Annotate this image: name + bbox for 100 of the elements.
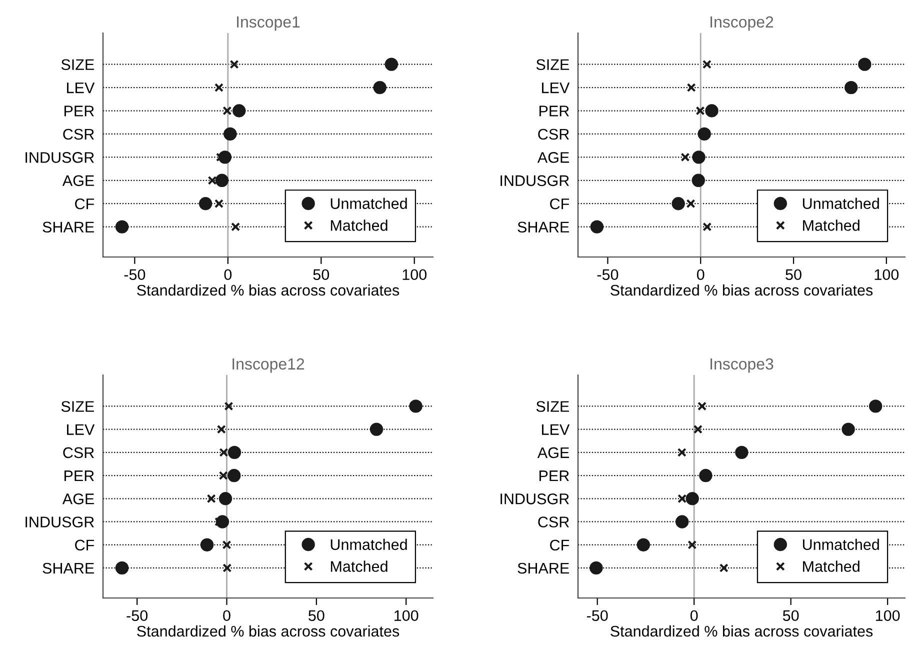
point [677, 448, 686, 457]
y-tick-label: SHARE [42, 562, 94, 574]
legend-label: Unmatched [802, 538, 879, 550]
y-tick-label: CSR [63, 447, 94, 458]
y-tick-label: AGE [537, 447, 570, 458]
point [224, 127, 237, 141]
y-tick-label: PER [64, 106, 94, 116]
x-tick-label: 100 [874, 269, 899, 280]
x-tick-label: 0 [696, 269, 704, 280]
point [214, 199, 224, 208]
legend-label: Matched [803, 560, 860, 572]
x-axis-title: Standardized % bias across covariates [137, 625, 400, 637]
x-tick-label: 100 [876, 610, 900, 622]
y-tick-label: INDUSGR [500, 494, 569, 504]
legend-label: Unmatched [330, 538, 407, 550]
point [699, 468, 712, 482]
y-tick-label: PER [540, 106, 569, 116]
point [224, 402, 234, 411]
point [198, 197, 212, 210]
y-tick-label: SHARE [518, 222, 570, 233]
y-tick-label: CSR [538, 128, 569, 140]
y-tick-label: INDUSGR [500, 175, 569, 186]
point [680, 152, 690, 162]
x-tick-label: 100 [402, 269, 427, 280]
point [218, 492, 232, 506]
y-tick-label: SIZE [536, 401, 570, 412]
y-tick-label: SHARE [518, 562, 570, 574]
point [686, 83, 696, 92]
x-tick-label: 0 [223, 610, 230, 622]
point [231, 222, 240, 232]
legend-label: Unmatched [330, 198, 407, 209]
x-tick-label: -50 [124, 269, 146, 280]
y-tick-label: INDUSGR [26, 152, 94, 163]
point [692, 174, 705, 187]
y-tick-label: SIZE [61, 59, 94, 70]
y-tick-label: CF [75, 198, 94, 210]
point [705, 104, 718, 118]
y-tick-label: SHARE [42, 222, 94, 233]
x-axis-title: Standardized % bias across covariates [610, 625, 873, 637]
point [206, 494, 216, 504]
point [735, 446, 748, 460]
y-tick-label: PER [540, 470, 569, 482]
y-tick-label: CF [550, 198, 570, 210]
legend-label: Matched [803, 220, 860, 231]
legend-label: Matched [330, 220, 388, 231]
point [222, 106, 232, 116]
point [214, 83, 224, 92]
point [200, 538, 214, 552]
point [373, 80, 386, 94]
point [686, 199, 696, 208]
x-tick-label: 50 [786, 269, 802, 280]
y-tick-label: CSR [63, 128, 94, 140]
x-tick-label: 50 [313, 269, 330, 280]
point [384, 58, 398, 71]
y-tick-label: AGE [537, 152, 570, 163]
y-tick-label: SIZE [61, 401, 94, 412]
point [698, 402, 707, 411]
x-tick-label: 0 [224, 269, 232, 280]
point [230, 60, 239, 69]
point [696, 106, 705, 116]
y-tick-label: AGE [62, 175, 94, 186]
x-tick-label: 50 [782, 610, 799, 622]
point [219, 448, 228, 457]
legend-label: Matched [330, 560, 388, 572]
point [686, 492, 699, 506]
point [115, 561, 129, 575]
chart-title: Inscope3 [710, 358, 774, 373]
point [409, 400, 422, 413]
point [688, 540, 697, 550]
point [842, 422, 855, 436]
point [222, 563, 232, 572]
x-axis-title: Standardized % bias across covariates [137, 284, 400, 296]
point [216, 424, 226, 434]
point [636, 538, 650, 552]
point [858, 58, 872, 71]
point [228, 468, 241, 482]
point [672, 197, 685, 210]
point [693, 424, 702, 434]
point [676, 515, 689, 528]
point [232, 104, 246, 118]
point [590, 220, 604, 234]
y-tick-label: INDUSGR [26, 516, 94, 528]
y-tick-label: LEV [67, 424, 95, 435]
chart-title: Inscope12 [232, 358, 304, 373]
chart-title: Inscope2 [710, 16, 774, 31]
point [702, 222, 712, 232]
y-tick-label: PER [64, 470, 94, 482]
point [844, 80, 858, 94]
y-tick-label: CF [75, 540, 94, 551]
y-tick-label: AGE [62, 494, 94, 504]
legend-label: Unmatched [802, 198, 879, 209]
y-tick-label: LEV [542, 424, 570, 435]
x-axis-title: Standardized % bias across covariates [610, 284, 873, 296]
point [698, 127, 711, 141]
point [115, 220, 129, 234]
point [678, 494, 687, 504]
point [370, 422, 384, 436]
y-tick-label: CSR [538, 516, 569, 528]
point [222, 540, 232, 550]
point [208, 176, 217, 185]
